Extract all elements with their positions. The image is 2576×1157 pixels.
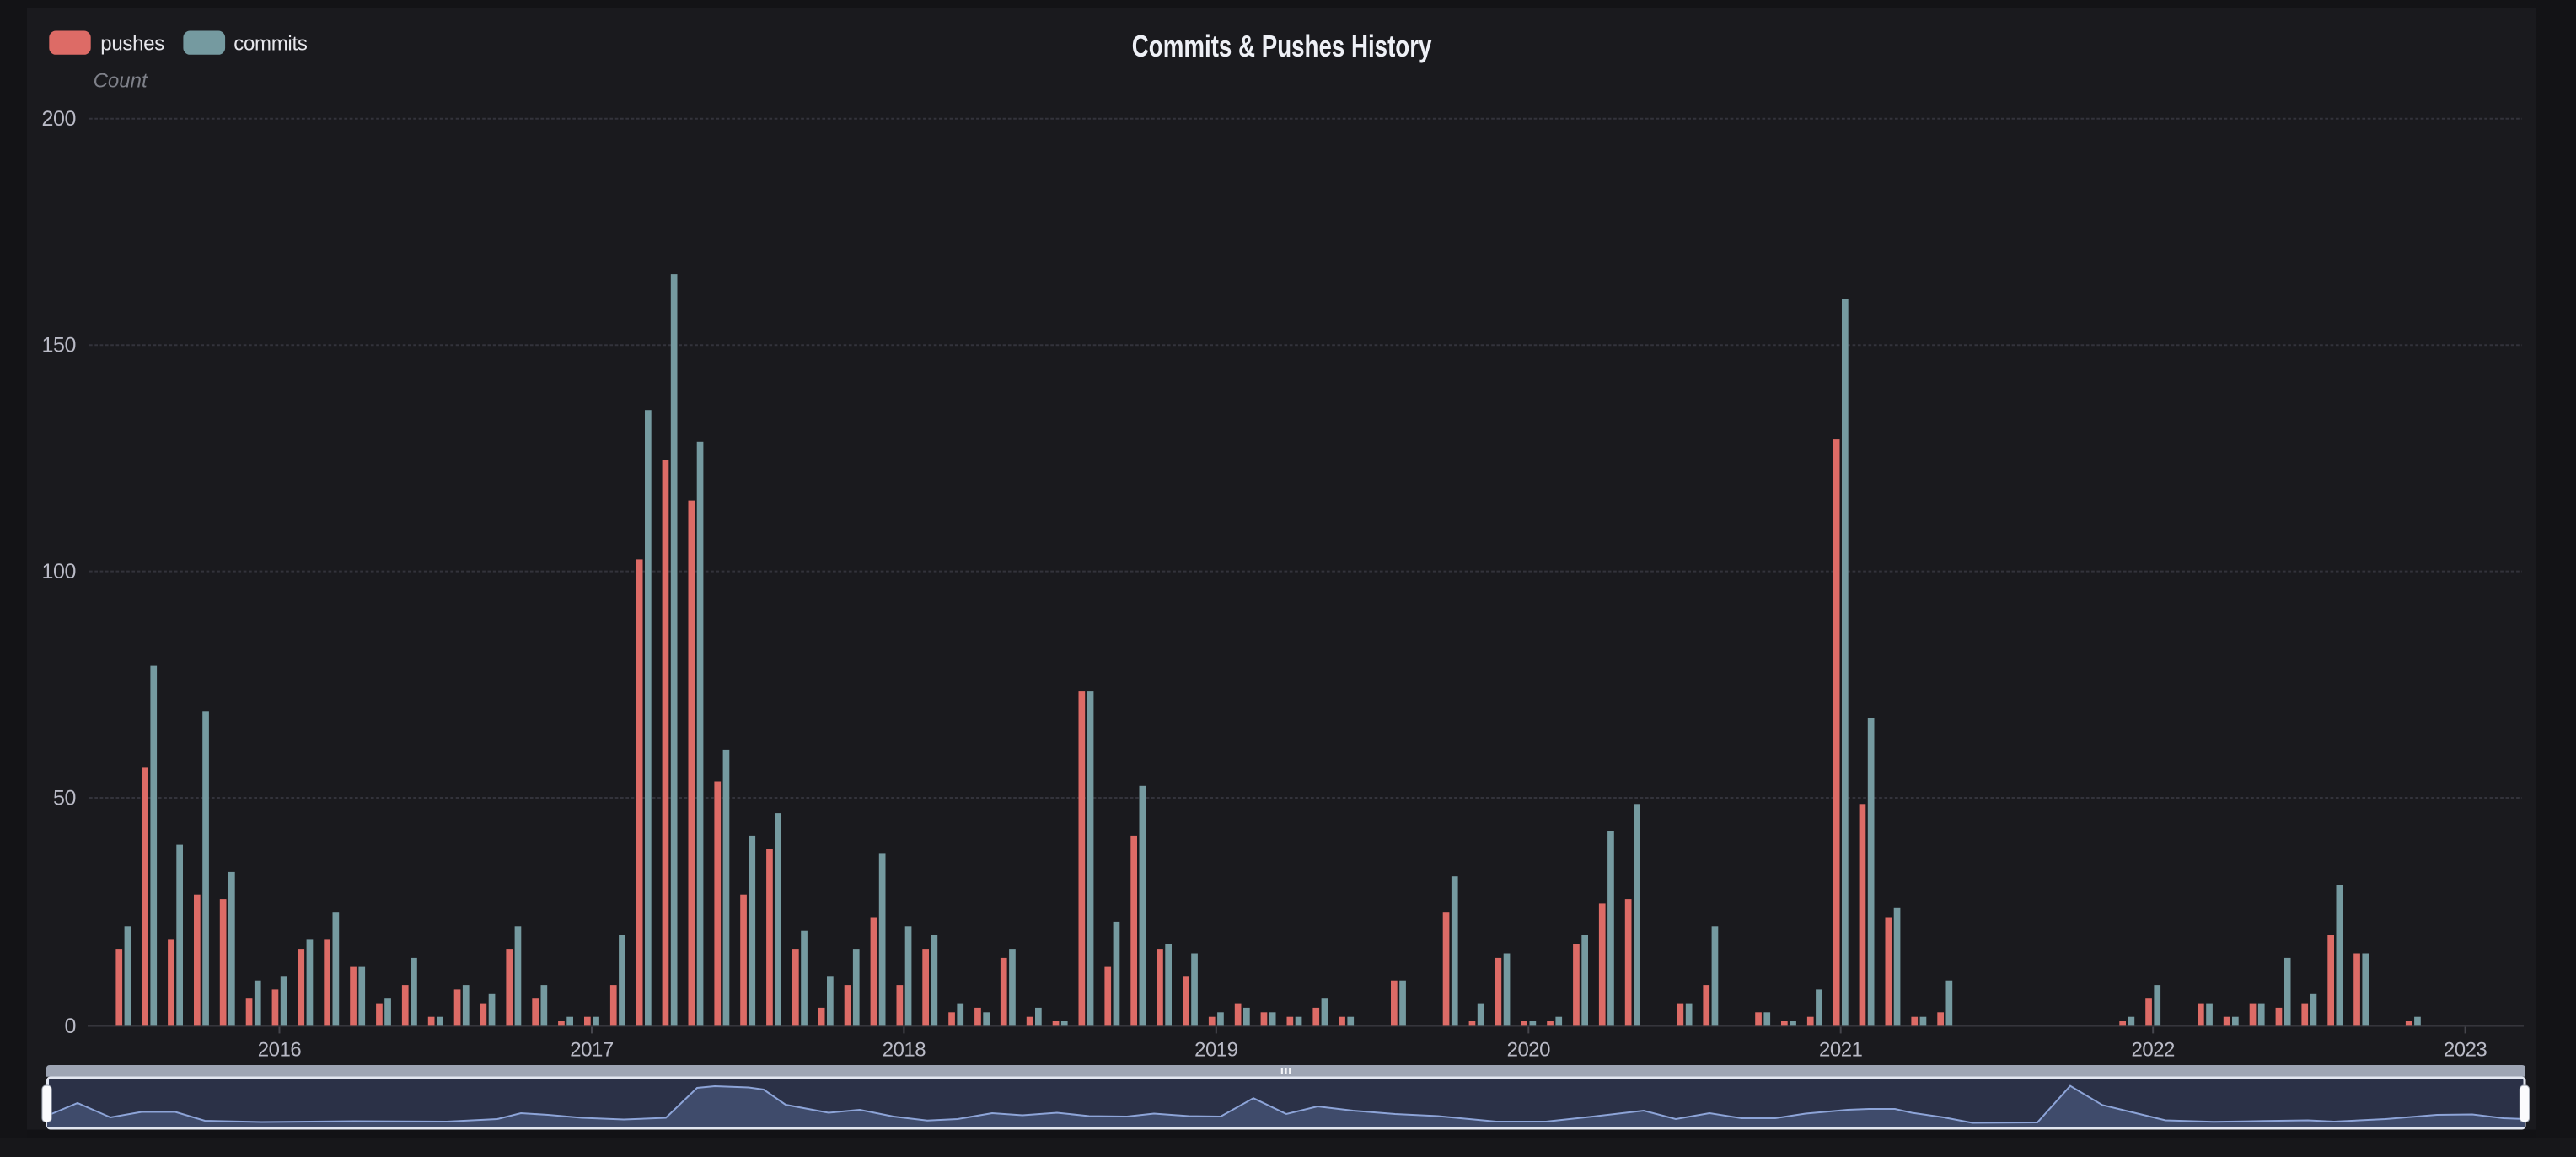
svg-text:Commits & Pushes History: Commits & Pushes History — [1132, 30, 1432, 63]
svg-text:200: 200 — [41, 107, 76, 131]
svg-text:100: 100 — [41, 560, 76, 584]
svg-text:2017: 2017 — [570, 1039, 614, 1062]
svg-text:2018: 2018 — [883, 1039, 926, 1062]
svg-text:2016: 2016 — [258, 1039, 302, 1062]
svg-text:2022: 2022 — [2132, 1039, 2176, 1062]
svg-text:50: 50 — [53, 787, 76, 810]
svg-text:2019: 2019 — [1194, 1039, 1238, 1062]
svg-text:150: 150 — [41, 334, 76, 358]
svg-text:0: 0 — [64, 1014, 76, 1038]
svg-text:pushes: pushes — [100, 33, 164, 56]
svg-text:2020: 2020 — [1507, 1039, 1551, 1062]
svg-text:commits: commits — [233, 33, 308, 56]
svg-text:2021: 2021 — [1819, 1039, 1863, 1062]
svg-text:Count: Count — [94, 70, 148, 93]
svg-text:2023: 2023 — [2444, 1039, 2487, 1062]
